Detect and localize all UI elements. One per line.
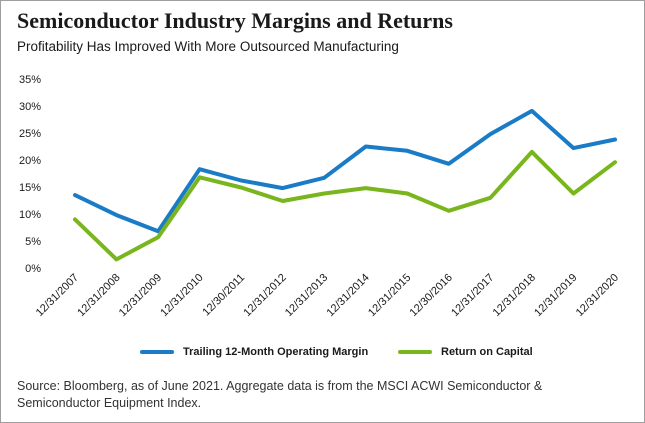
x-tick-label: 12/31/2014	[324, 272, 371, 319]
x-tick-label: 12/31/2007	[34, 272, 81, 319]
y-tick-label: 10%	[19, 209, 41, 221]
x-tick-label: 12/31/2015	[366, 272, 413, 319]
y-tick-label: 25%	[19, 128, 41, 140]
series-line-return-on-capital	[73, 149, 617, 262]
x-tick-label: 12/30/2011	[200, 272, 247, 319]
x-tick-label: 12/31/2020	[574, 272, 621, 319]
y-tick-label: 35%	[19, 74, 41, 86]
y-tick-label: 0%	[25, 263, 41, 275]
line-chart: 0%5%10%15%20%25%30%35%12/31/200712/31/20…	[19, 74, 621, 319]
x-tick-label: 12/31/2008	[75, 272, 122, 319]
source-note: Source: Bloomberg, as of June 2021. Aggr…	[17, 379, 543, 410]
y-tick-label: 20%	[19, 155, 41, 167]
y-tick-label: 30%	[19, 101, 41, 113]
series-line-operating-margin	[73, 108, 617, 234]
legend-label-operating-margin: Trailing 12-Month Operating Margin	[183, 346, 369, 358]
legend-item-return-on-capital: Return on Capital	[398, 346, 533, 358]
x-tick-label: 12/31/2018	[491, 272, 538, 319]
x-tick-label: 12/30/2016	[408, 272, 455, 319]
x-tick-label: 12/31/2010	[158, 272, 205, 319]
x-tick-label: 12/31/2009	[117, 272, 164, 319]
chart-title: Semiconductor Industry Margins and Retur…	[17, 8, 453, 33]
chart-subtitle: Profitability Has Improved With More Out…	[17, 39, 399, 54]
legend-item-operating-margin: Trailing 12-Month Operating Margin	[140, 346, 368, 358]
legend-label-return-on-capital: Return on Capital	[441, 346, 533, 358]
y-tick-label: 15%	[19, 182, 41, 194]
legend-swatch-operating-margin	[140, 350, 174, 355]
x-tick-label: 12/31/2017	[449, 272, 496, 319]
legend-swatch-return-on-capital	[398, 350, 432, 355]
x-tick-label: 12/31/2019	[532, 272, 579, 319]
y-tick-label: 5%	[25, 236, 41, 248]
x-tick-label: 12/31/2013	[283, 272, 330, 319]
x-tick-label: 12/31/2012	[241, 272, 288, 319]
